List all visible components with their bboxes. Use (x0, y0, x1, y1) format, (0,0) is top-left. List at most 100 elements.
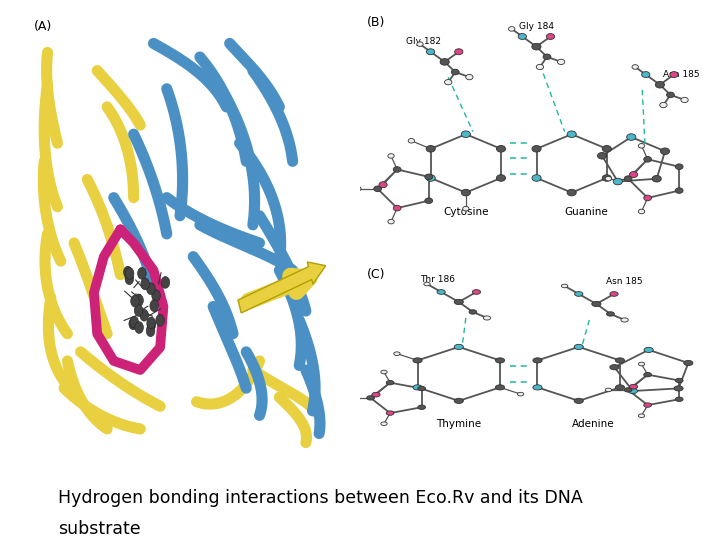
Circle shape (567, 131, 576, 138)
Circle shape (393, 167, 401, 172)
Circle shape (632, 65, 639, 69)
Circle shape (451, 69, 459, 75)
Circle shape (379, 182, 387, 188)
Circle shape (610, 292, 618, 296)
Circle shape (152, 290, 161, 302)
Circle shape (469, 310, 477, 314)
Circle shape (161, 276, 170, 288)
Circle shape (610, 364, 619, 370)
Circle shape (670, 72, 678, 78)
FancyArrow shape (238, 262, 325, 313)
Circle shape (616, 358, 624, 363)
Circle shape (426, 49, 435, 55)
Text: (A): (A) (35, 20, 53, 33)
Circle shape (386, 411, 394, 415)
Circle shape (629, 388, 637, 394)
Circle shape (518, 393, 524, 396)
Circle shape (141, 278, 150, 290)
Circle shape (388, 154, 395, 158)
Circle shape (557, 59, 564, 64)
Circle shape (624, 176, 632, 181)
Circle shape (138, 267, 146, 279)
Circle shape (413, 358, 422, 363)
Circle shape (418, 386, 426, 390)
Circle shape (639, 209, 644, 214)
Circle shape (388, 219, 395, 224)
Circle shape (639, 144, 644, 148)
Circle shape (613, 178, 622, 185)
Circle shape (372, 393, 380, 397)
Circle shape (466, 75, 473, 80)
Circle shape (660, 103, 667, 107)
Circle shape (606, 388, 611, 392)
Circle shape (606, 177, 611, 181)
Text: (B): (B) (367, 16, 385, 29)
Text: Gly 184: Gly 184 (519, 22, 554, 31)
Circle shape (543, 54, 551, 59)
Circle shape (575, 292, 583, 296)
Circle shape (440, 58, 449, 65)
Circle shape (518, 33, 526, 39)
Circle shape (574, 345, 583, 349)
Text: Cytosine: Cytosine (443, 207, 489, 218)
Circle shape (629, 384, 638, 389)
Circle shape (639, 414, 644, 417)
Circle shape (644, 195, 652, 201)
Circle shape (124, 266, 132, 278)
Circle shape (533, 385, 542, 390)
Circle shape (386, 381, 394, 385)
Circle shape (602, 175, 611, 181)
Circle shape (624, 388, 632, 392)
Circle shape (675, 188, 683, 193)
Circle shape (426, 175, 436, 181)
Circle shape (495, 358, 505, 363)
Circle shape (644, 373, 652, 377)
Circle shape (437, 289, 445, 294)
Circle shape (366, 396, 374, 400)
Circle shape (418, 405, 426, 409)
Circle shape (454, 399, 464, 403)
Circle shape (381, 370, 387, 374)
Circle shape (660, 148, 670, 154)
Circle shape (147, 319, 156, 331)
Text: Asn 185: Asn 185 (606, 277, 643, 286)
Circle shape (667, 92, 675, 98)
Circle shape (462, 190, 470, 196)
Circle shape (444, 79, 452, 85)
Circle shape (348, 396, 354, 400)
Text: Hydrogen bonding interactions between Eco.Rv and its DNA: Hydrogen bonding interactions between Ec… (58, 489, 582, 508)
Circle shape (675, 397, 683, 401)
Circle shape (675, 164, 683, 170)
Circle shape (462, 131, 470, 138)
Circle shape (417, 42, 423, 46)
Text: Gly 182: Gly 182 (406, 37, 441, 46)
Text: Guanine: Guanine (564, 207, 608, 218)
Circle shape (532, 175, 541, 181)
Circle shape (532, 145, 541, 152)
Circle shape (684, 360, 693, 366)
Text: Thr 186: Thr 186 (420, 275, 455, 284)
Text: (C): (C) (367, 268, 385, 281)
Circle shape (381, 422, 387, 426)
Circle shape (135, 294, 143, 306)
Text: substrate: substrate (58, 521, 140, 538)
Text: Adenine: Adenine (572, 419, 614, 429)
Circle shape (533, 358, 542, 363)
Circle shape (681, 97, 688, 103)
Circle shape (674, 386, 683, 391)
Circle shape (655, 82, 665, 88)
Circle shape (472, 289, 480, 294)
Circle shape (495, 385, 505, 390)
Circle shape (639, 362, 644, 366)
Circle shape (532, 43, 541, 50)
Circle shape (562, 284, 568, 288)
Circle shape (135, 322, 143, 333)
Circle shape (156, 314, 164, 326)
Circle shape (424, 282, 431, 286)
Circle shape (574, 399, 583, 403)
Circle shape (629, 172, 638, 178)
Circle shape (652, 176, 661, 182)
Circle shape (616, 385, 624, 390)
Circle shape (130, 316, 138, 328)
Circle shape (567, 190, 576, 196)
